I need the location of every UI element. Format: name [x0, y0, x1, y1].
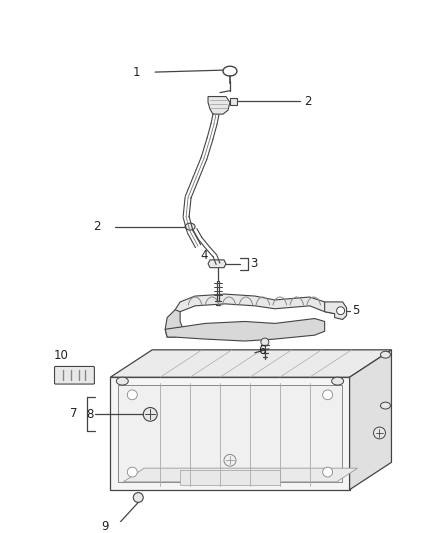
Text: 5: 5 [353, 304, 360, 317]
Ellipse shape [117, 377, 128, 385]
Text: 2: 2 [304, 95, 311, 108]
Ellipse shape [185, 223, 195, 230]
Text: 10: 10 [53, 349, 68, 362]
Polygon shape [175, 294, 335, 316]
Polygon shape [208, 260, 226, 268]
Circle shape [323, 467, 332, 477]
Polygon shape [325, 302, 346, 319]
Circle shape [127, 467, 137, 477]
Polygon shape [124, 468, 357, 482]
Text: 3: 3 [250, 257, 257, 270]
Polygon shape [110, 377, 350, 490]
Polygon shape [180, 470, 280, 485]
Circle shape [143, 408, 157, 421]
Polygon shape [118, 385, 342, 482]
Ellipse shape [332, 377, 343, 385]
Polygon shape [110, 350, 392, 377]
Polygon shape [165, 319, 325, 341]
Ellipse shape [381, 402, 390, 409]
Text: 2: 2 [93, 220, 100, 233]
Circle shape [224, 455, 236, 466]
Text: 6: 6 [258, 344, 265, 357]
Text: 1: 1 [133, 66, 140, 78]
Text: 8: 8 [86, 408, 93, 421]
Polygon shape [208, 96, 230, 114]
Text: 9: 9 [101, 520, 108, 533]
FancyBboxPatch shape [54, 367, 95, 384]
Polygon shape [350, 350, 392, 490]
Text: 4: 4 [200, 249, 208, 262]
Circle shape [337, 307, 345, 314]
Text: 7: 7 [70, 407, 78, 420]
Circle shape [374, 427, 385, 439]
Ellipse shape [381, 351, 390, 358]
Circle shape [261, 338, 269, 346]
Circle shape [127, 390, 137, 400]
Circle shape [323, 390, 332, 400]
Circle shape [133, 492, 143, 503]
Bar [230, 98, 237, 106]
Polygon shape [165, 310, 183, 337]
